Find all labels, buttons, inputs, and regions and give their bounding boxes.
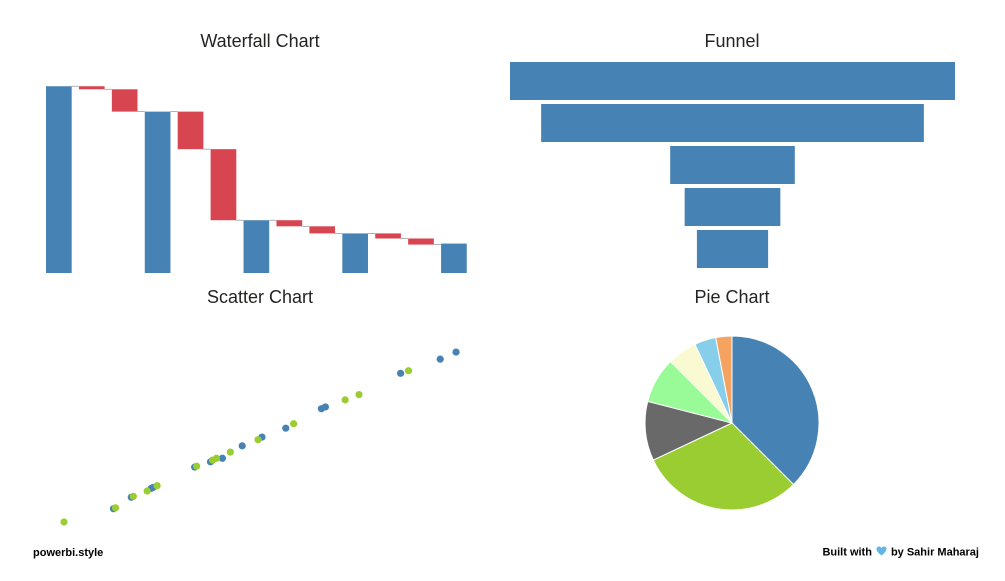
- waterfall-total-bar: [441, 243, 467, 273]
- scatter-point: [282, 424, 290, 432]
- scatter-point: [153, 482, 161, 490]
- scatter-point: [111, 504, 120, 512]
- scatter-point: [143, 487, 151, 495]
- scatter-point: [355, 390, 363, 399]
- scatter-point: [321, 403, 329, 411]
- scatter-point: [193, 462, 201, 470]
- scatter-point: [238, 442, 246, 450]
- funnel-chart-title: Funnel: [704, 31, 760, 51]
- waterfall-total-bar: [342, 233, 368, 273]
- footer-author: by Sahir Maharaj: [890, 546, 979, 559]
- scatter-point: [436, 355, 444, 363]
- pie-slice: [715, 335, 733, 424]
- waterfall-delta-bar: [177, 111, 204, 150]
- scatter-point: [254, 436, 262, 444]
- waterfall-total-bar: [144, 111, 171, 274]
- waterfall-chart: [46, 85, 467, 274]
- funnel-bar: [510, 62, 955, 100]
- waterfall-delta-bar: [309, 226, 336, 234]
- waterfall-delta-bar: [408, 238, 434, 245]
- scatter-point: [290, 420, 298, 428]
- footer-built-with: Built with: [822, 546, 872, 559]
- waterfall-delta-bar: [111, 89, 138, 112]
- scatter-point: [212, 454, 221, 462]
- funnel-bar: [541, 104, 924, 142]
- scatter-point: [226, 448, 234, 456]
- scatter-chart-title: Scatter Chart: [206, 287, 314, 307]
- scatter-point: [397, 369, 405, 377]
- waterfall-total-bar: [243, 220, 270, 273]
- scatter-point: [341, 396, 349, 404]
- funnel-bar: [684, 188, 781, 226]
- waterfall-delta-bar: [375, 233, 401, 239]
- scatter-point: [218, 454, 226, 462]
- funnel-bar: [696, 230, 769, 268]
- waterfall-chart-title: Waterfall Chart: [200, 31, 320, 51]
- funnel-chart: [510, 62, 955, 268]
- scatter-point: [60, 518, 68, 526]
- scatter-point: [452, 348, 460, 356]
- heart-icon: [876, 546, 887, 559]
- pie-chart-title: Pie Chart: [694, 287, 770, 307]
- pie-slice: [731, 335, 820, 486]
- footer-credit: Built with by Sahir Maharaj: [822, 546, 979, 559]
- scatter-chart: [60, 348, 460, 526]
- pie-chart: [644, 335, 820, 511]
- waterfall-delta-bar: [210, 149, 237, 221]
- waterfall-delta-bar: [276, 220, 303, 227]
- footer-left-text: powerbi.style: [33, 547, 104, 559]
- scatter-point: [404, 367, 413, 375]
- pie-slice: [652, 422, 795, 511]
- scatter-point: [129, 492, 137, 500]
- waterfall-delta-bar: [78, 86, 105, 90]
- funnel-bar: [670, 146, 795, 184]
- waterfall-total-bar: [46, 86, 72, 274]
